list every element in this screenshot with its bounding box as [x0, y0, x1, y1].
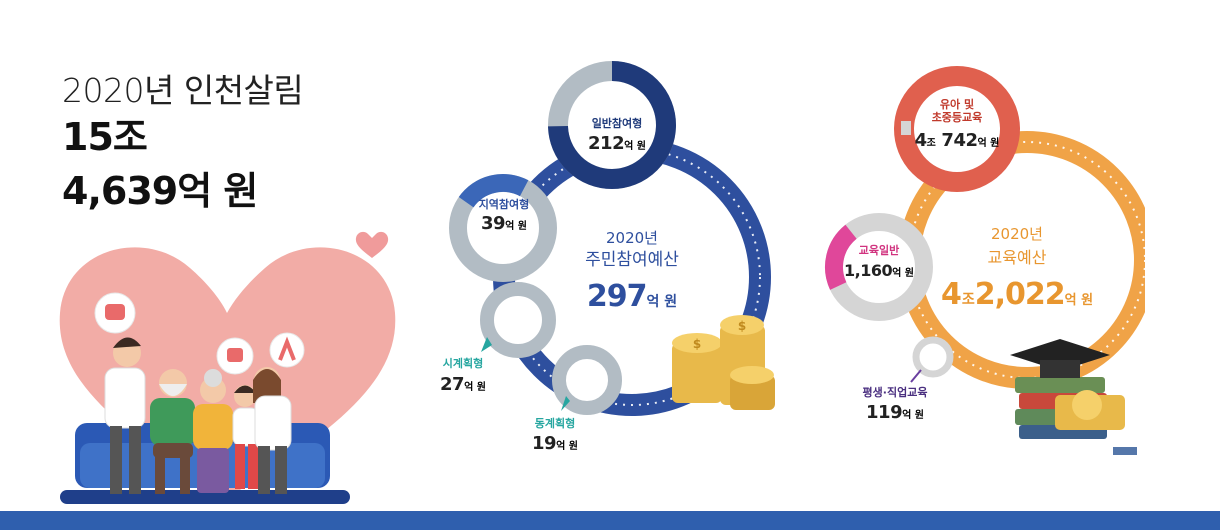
lifelong-education-name: 평생·직업교육 [862, 386, 928, 399]
grandmother-figure [193, 369, 233, 493]
ribbon-bubble-icon [269, 332, 305, 368]
bottom-bar [0, 511, 1220, 530]
books-and-cap-icon [1010, 339, 1137, 455]
k12-education-name-line1: 유아 및 [939, 98, 975, 111]
general-type-value: 212억 원 [588, 133, 646, 154]
city-plan-type-ring [480, 282, 556, 358]
education-budget-diagram [825, 66, 1145, 455]
father-figure [104, 337, 146, 494]
city-plan-type-name: 시계획형 [442, 357, 484, 370]
general-education-name: 교육일반 [858, 244, 900, 257]
participation-center-value: 297억 원 [586, 279, 678, 314]
dong-plan-type-name: 동계획형 [534, 417, 576, 430]
svg-text:$: $ [738, 319, 746, 333]
child-figure [232, 385, 260, 489]
k12-education-name-line2: 초중등교육 [931, 111, 983, 124]
mother-figure [253, 367, 292, 494]
headline-amount-line2: 4,639억 원 [62, 169, 258, 213]
education-center-year: 2020년 [991, 225, 1043, 243]
headline-amount-line1: 15조 [62, 115, 148, 159]
participation-center-title: 주민참여예산 [585, 250, 679, 270]
k12-education-ring [894, 66, 1020, 192]
headline-year-title: 2020년 인천살림 [62, 71, 304, 110]
coin-stack-icon: $ $ [672, 315, 775, 410]
family-illustration [59, 231, 396, 504]
participation-center-year: 2020년 [606, 229, 658, 247]
lifelong-education-ring [912, 336, 954, 378]
small-heart-icon [355, 231, 389, 258]
dong-plan-type-value: 19억 원 [532, 433, 578, 454]
lifelong-education-value: 119억 원 [866, 402, 924, 423]
education-center-title: 교육예산 [987, 248, 1047, 267]
k12-education-value: 4조 742억 원 [914, 130, 1000, 151]
dong-plan-type-ring [552, 345, 622, 415]
general-education-value: 1,160억 원 [844, 261, 914, 280]
regional-type-value: 39억 원 [481, 213, 527, 234]
participation-budget-diagram: $ $ [449, 61, 775, 416]
tooth-bubble-icon [216, 337, 254, 375]
general-type-name: 일반참여형 [591, 117, 643, 130]
liver-bubble-icon [94, 292, 136, 334]
education-center-value: 4조2,022억 원 [940, 277, 1094, 312]
city-plan-type-value: 27억 원 [440, 374, 486, 395]
svg-text:$: $ [693, 337, 701, 351]
grandfather-figure [150, 369, 195, 494]
regional-type-name: 지역참여형 [478, 198, 530, 211]
